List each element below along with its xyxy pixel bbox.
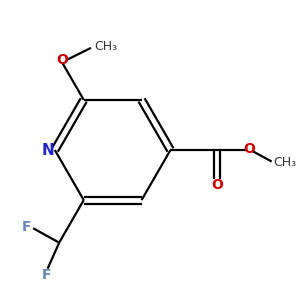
Text: CH₃: CH₃ (94, 40, 117, 53)
Text: N: N (42, 142, 55, 158)
Text: O: O (211, 178, 223, 192)
Text: F: F (42, 268, 51, 282)
Text: O: O (56, 53, 68, 67)
Text: CH₃: CH₃ (274, 156, 297, 169)
Text: F: F (22, 220, 32, 234)
Text: O: O (244, 142, 255, 156)
